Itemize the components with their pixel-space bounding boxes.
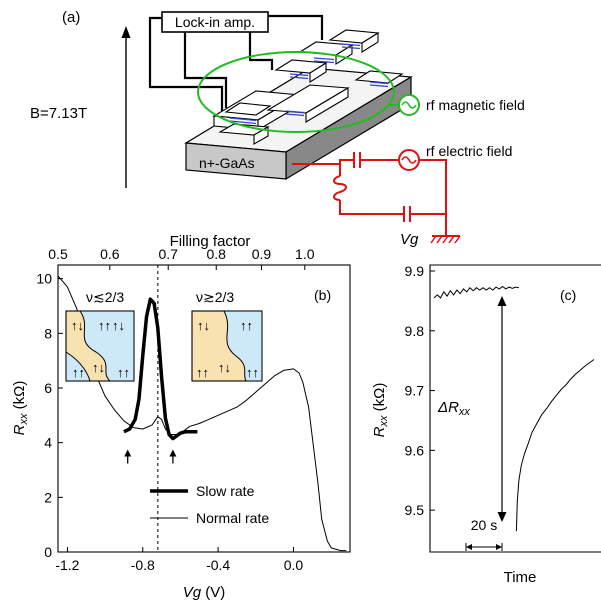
sample: n+-GaAs <box>184 29 413 181</box>
spin-flip-icon: ↑↓ <box>92 360 105 375</box>
field-label: B=7.13T <box>30 105 87 122</box>
y-axis-ticks: 0 2 4 6 8 10 <box>36 271 63 560</box>
inset-right: ν≳2/3 ↑↓ ↑↓ ↑↑ ↑↑ ↑↑ <box>191 289 263 382</box>
spin-polarized-icon: ↑↑ <box>98 318 111 333</box>
minimum-arrow-icon <box>124 449 132 457</box>
y-axis-label-c: Rxx (kΩ) <box>371 383 390 438</box>
y-axis-label-b: Rxx (kΩ) <box>11 381 30 436</box>
spin-flip-icon: ↑↓ <box>71 318 84 333</box>
scale-arrow-left-icon <box>466 544 472 550</box>
inset-left: ν≲2/3 ↑↓ ↑↓ ↑↓ ↑↑ ↑↑ ↑↑ <box>65 289 135 382</box>
x-tick-label: -0.4 <box>206 557 230 573</box>
spin-flip-icon: ↑↓ <box>218 360 231 375</box>
panel-b-label: (b) <box>314 287 331 303</box>
y-tick-label-c: 9.7 <box>405 383 425 399</box>
x-axis-ticks: -1.2 -0.8 -0.4 0.0 <box>55 547 303 573</box>
panel-c-label: (c) <box>560 287 576 303</box>
spin-polarized-icon: ↑↑ <box>72 365 85 380</box>
panel-a-label: (a) <box>62 9 80 26</box>
inset-right-domain <box>223 310 263 382</box>
spin-flip-icon: ↑↓ <box>197 318 210 333</box>
y-tick-label-c: 9.5 <box>405 502 425 518</box>
y-tick-label: 10 <box>36 271 52 287</box>
y-tick-label: 2 <box>44 489 52 505</box>
spin-polarized-icon: ↑↑ <box>196 365 209 380</box>
spin-polarized-icon: ↑↑ <box>117 365 130 380</box>
top-tick-label: 0.8 <box>207 246 227 262</box>
y-tick-label: 8 <box>44 325 52 341</box>
series-group-b <box>57 275 347 552</box>
series-slow-rate <box>123 297 198 441</box>
panel-a: (a) B=7.13T Lock-in amp. n+-GaAs <box>30 9 525 248</box>
y-tick-label: 0 <box>44 544 52 560</box>
spin-polarized-icon: ↑↑ <box>246 365 259 380</box>
y-tick-label-c: 9.6 <box>405 442 425 458</box>
plot-frame-c <box>429 264 601 553</box>
substrate-label: n+-GaAs <box>199 155 255 171</box>
rf-electric-circuit <box>292 152 460 237</box>
gate-label: Vg <box>400 231 419 248</box>
top-tick-label: 0.9 <box>252 246 272 262</box>
scale-arrow-right-icon <box>496 544 502 550</box>
y-tick-label: 4 <box>44 435 52 451</box>
panel-b: Filling factor 0.5 0.6 0.7 0.8 0.9 1.0 -1.2 -0… <box>11 233 351 601</box>
series-before-pulse <box>433 285 519 299</box>
sine-icon-2 <box>401 156 417 164</box>
plot-frame-b <box>57 264 351 553</box>
y-tick-label-c: 9.9 <box>405 263 425 279</box>
spin-flip-icon: ↑↓ <box>112 318 125 333</box>
y-tick-label: 6 <box>44 380 52 396</box>
rf-magnetic-label: rf magnetic field <box>426 97 525 113</box>
sine-icon <box>401 101 417 109</box>
scale-label: 20 s <box>471 517 497 533</box>
2deg-layers <box>229 43 389 125</box>
spin-polarized-icon: ↑↑ <box>240 318 253 333</box>
ground-icon <box>430 235 461 244</box>
legend-label-slow: Slow rate <box>196 483 255 499</box>
x-tick-label: -1.2 <box>55 557 79 573</box>
legend-b: Slow rate Normal rate <box>150 483 269 526</box>
sample-front <box>185 142 287 180</box>
rf-electric-label: rf electric field <box>426 143 512 159</box>
series-group-c <box>433 285 595 532</box>
top-tick-label: 1.0 <box>295 246 315 262</box>
lockin-label: Lock-in amp. <box>175 14 255 30</box>
legend-label-normal: Normal rate <box>196 510 269 526</box>
x-axis-label-c: Time <box>504 569 537 586</box>
delta-label: ΔRxx <box>437 399 470 418</box>
y-tick-label-c: 9.8 <box>405 323 425 339</box>
inset-left-label: ν≲2/3 <box>86 289 124 305</box>
rf-coil-loop <box>197 51 395 133</box>
field-arrow-icon <box>121 26 131 38</box>
y-axis-ticks-c: 9.5 9.6 9.7 9.8 9.9 <box>405 263 435 518</box>
top-tick-label: 0.5 <box>48 246 68 262</box>
lockin-box <box>161 11 269 33</box>
x-tick-label: -0.8 <box>131 557 155 573</box>
top-tick-label: 0.7 <box>158 246 178 262</box>
inset-right-label: ν≳2/3 <box>196 289 234 305</box>
panel-c: 9.5 9.6 9.7 9.8 9.9 Rxx (kΩ) Time (c) ΔRxx 2… <box>371 263 601 586</box>
arrows-group <box>124 449 177 464</box>
x-axis-label-b: Vg (V) <box>183 584 226 601</box>
top-axis-ticks: 0.5 0.6 0.7 0.8 0.9 1.0 <box>48 246 315 270</box>
inset-left-domain-2 <box>65 351 91 382</box>
top-axis-title: Filling factor <box>170 233 251 250</box>
series-recovery <box>515 359 595 532</box>
x-tick-label: 0.0 <box>284 557 304 573</box>
delta-arrow-down-icon <box>497 512 507 522</box>
delta-arrow-up-icon <box>497 296 507 306</box>
series-normal-rate <box>57 275 347 552</box>
inset-left-domain <box>79 310 135 382</box>
top-tick-label: 0.6 <box>100 246 120 262</box>
hall-bar <box>212 29 404 145</box>
minimum-arrow-icon <box>169 449 177 457</box>
